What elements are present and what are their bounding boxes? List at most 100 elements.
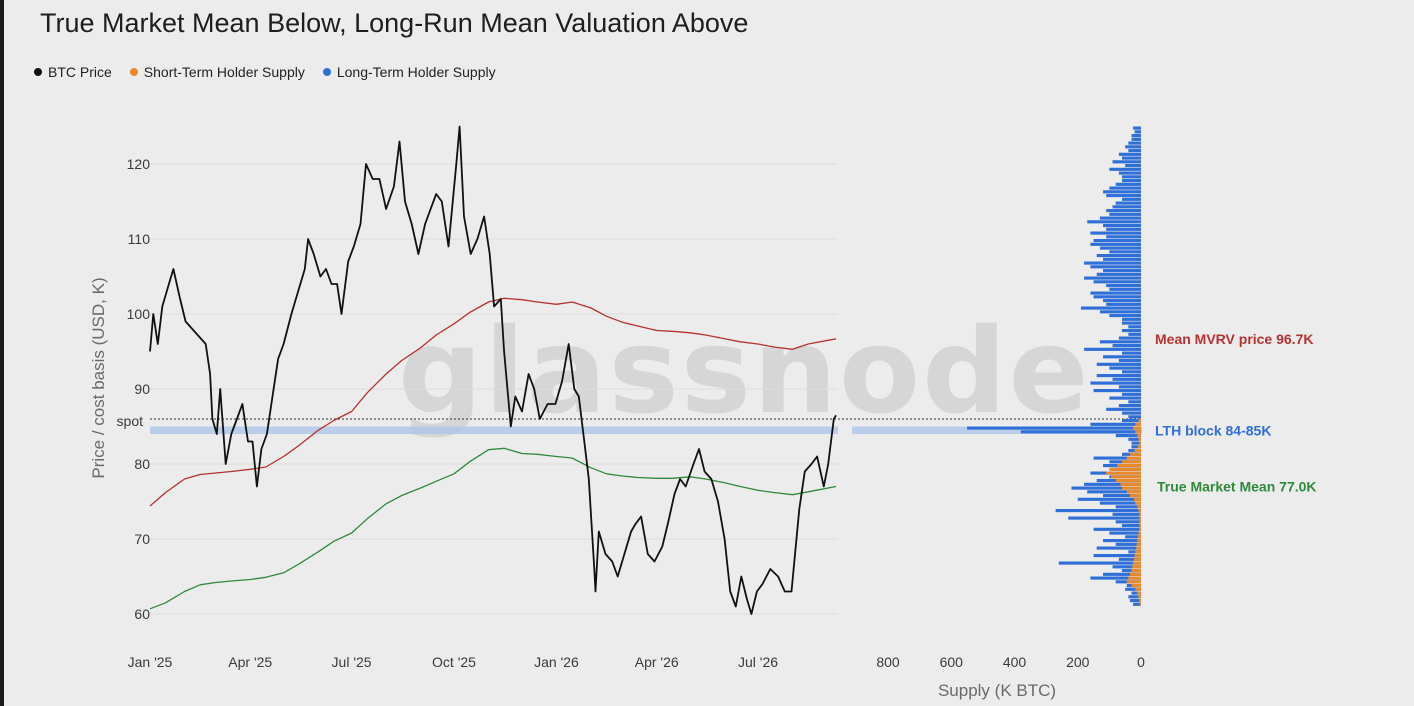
lth-supply-bar (1128, 595, 1141, 599)
legend-item-sth-supply[interactable]: Short-Term Holder Supply (129, 64, 305, 80)
lth-supply-bar (1112, 377, 1141, 381)
lth-supply-bar (1090, 291, 1141, 295)
legend-sth-supply-label: Short-Term Holder Supply (143, 64, 305, 80)
lth-supply-bar (1103, 539, 1141, 543)
lth-supply-bar (1115, 542, 1141, 546)
supply-tick-label: 0 (1137, 654, 1145, 670)
sth-supply-bar (1133, 426, 1141, 430)
lth-supply-bar (1109, 186, 1141, 190)
lth-supply-bar (1115, 182, 1141, 186)
sth-supply-bar (1131, 584, 1141, 588)
lth-supply-bar (1118, 152, 1141, 156)
supply-tick-label: 400 (1003, 654, 1027, 670)
lth-supply-bar (1087, 490, 1141, 494)
chart-title: True Market Mean Below, Long-Run Mean Va… (40, 8, 749, 38)
sth-supply-bar (1131, 569, 1141, 573)
sth-supply-bar (1137, 539, 1141, 543)
sth-supply-bar (1139, 602, 1141, 606)
legend-item-btc-price[interactable]: BTC Price (34, 64, 112, 80)
sth-supply-bar (1134, 449, 1141, 453)
sth-supply-bar (1133, 561, 1141, 565)
sth-supply-bar (1138, 531, 1141, 535)
sth-supply-bar (1139, 524, 1141, 528)
sth-supply-bar (1137, 445, 1141, 449)
annotations: Mean MVRV price 96.7K LTH block 84-85K Tru… (1155, 331, 1317, 495)
sth-supply-bar (1139, 520, 1141, 524)
lth-supply-bar (1093, 295, 1141, 299)
lth-supply-bar (1122, 197, 1141, 201)
sth-supply-bar (1139, 527, 1141, 531)
lth-band-main (150, 426, 838, 434)
lth-supply-bar (1058, 561, 1141, 565)
lth-supply-bar (1128, 149, 1141, 153)
spot-label: spot (117, 413, 144, 429)
x-axis-title-supply: Supply (K BTC) (938, 681, 1056, 700)
lth-supply-bar (1122, 411, 1141, 415)
sth-supply-bar (1139, 512, 1141, 516)
lth-supply-bar (1099, 310, 1141, 314)
sth-supply-bar (1122, 486, 1141, 490)
lth-supply-bar (1109, 212, 1141, 216)
lth-supply-bar (1106, 407, 1141, 411)
lth-supply-bar (1090, 231, 1141, 235)
lth-supply-bar (1122, 419, 1141, 423)
lth-supply-bar (1090, 381, 1141, 385)
sth-supply-bar (1110, 475, 1141, 479)
lth-supply-bar (1109, 314, 1141, 318)
sth-supply-bar (1106, 471, 1141, 475)
y-tick-label: 90 (134, 381, 150, 397)
lth-supply-bar (1106, 235, 1141, 239)
lth-supply-bar (1106, 302, 1141, 306)
lth-supply-bar (1131, 441, 1141, 445)
mean-mvrv-line (149, 297, 837, 507)
legend-lth-supply-dot (322, 68, 331, 76)
lth-supply-bar (1129, 599, 1141, 603)
sth-supply-bar (1135, 422, 1141, 426)
lth-supply-bar (1118, 171, 1141, 175)
lth-supply-bar (1109, 250, 1141, 254)
x-tick-label: Jan '25 (128, 654, 173, 670)
lth-supply-bar (1128, 415, 1141, 419)
lth-supply-bar (1115, 505, 1141, 509)
lth-supply-bar (1103, 299, 1141, 303)
lth-supply-bar (1103, 190, 1141, 194)
lth-supply-bar (1096, 374, 1141, 378)
lth-supply-bar (1112, 205, 1141, 209)
lth-supply-bar (1115, 201, 1141, 205)
line-series-group (149, 125, 837, 615)
lth-supply-bar (1090, 422, 1141, 426)
lth-supply-bar (1090, 242, 1141, 246)
lth-supply-bar (1109, 531, 1141, 535)
lth-supply-bar (1099, 340, 1141, 344)
lth-supply-bar (1122, 175, 1141, 179)
supply-tick-label: 600 (940, 654, 964, 670)
sth-supply-bar (1136, 546, 1141, 550)
lth-supply-bar (1122, 392, 1141, 396)
legend-item-lth-supply[interactable]: Long-Term Holder Supply (322, 64, 496, 80)
legend-sth-supply-dot (129, 68, 138, 76)
annotation-label: True Market Mean 77.0K (1157, 479, 1317, 495)
sth-supply-bar (1135, 430, 1141, 434)
supply-tick-label: 800 (876, 654, 900, 670)
lth-supply-bar (1128, 141, 1141, 145)
lth-supply-bar (1106, 284, 1141, 288)
y-tick-label: 110 (128, 231, 151, 247)
lth-supply-bar (1128, 332, 1141, 336)
sth-supply-bar (1122, 460, 1141, 464)
x-tick-label: Jan '26 (534, 654, 579, 670)
lth-supply-bar (1125, 164, 1141, 168)
lth-supply-bar (1106, 227, 1141, 231)
sth-supply-bar (1134, 497, 1141, 501)
lth-supply-bar (1106, 194, 1141, 198)
sth-supply-bar (1137, 535, 1141, 539)
sth-supply-bar (1136, 542, 1141, 546)
lth-supply-bar (1128, 400, 1141, 404)
lth-supply-bar (1122, 370, 1141, 374)
lth-supply-bar (1099, 246, 1141, 250)
lth-supply-bar (1128, 325, 1141, 329)
lth-band-histogram (852, 426, 1142, 434)
sth-supply-bar (1137, 434, 1141, 438)
lth-supply-bar (1093, 554, 1141, 558)
sth-supply-bar (1134, 557, 1141, 561)
